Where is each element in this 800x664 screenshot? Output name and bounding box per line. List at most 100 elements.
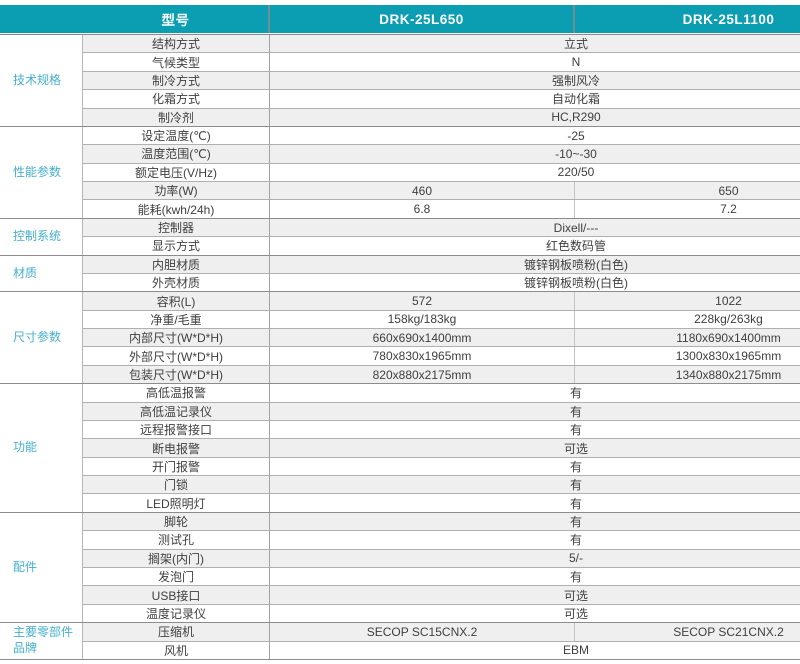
category-label: 主要零部件品牌 [0, 623, 83, 659]
spec-row: LED照明灯 有 [83, 493, 800, 512]
section-performance: 性能参数 设定温度(℃) -25 温度范围(℃) -10~-30 额定电压(V/Hz… [0, 125, 800, 218]
spec-value: 220/50 [557, 165, 595, 180]
spec-label: 净重/毛重 [83, 310, 270, 329]
spec-value-model2: 1300x830x1965mm [675, 349, 782, 364]
spec-value: 镀锌钢板喷粉(白色) [524, 257, 628, 272]
category-label: 材质 [0, 255, 83, 292]
spec-row: 内部尺寸(W*D*H) 660x690x1400mm 1180x690x1400mm [83, 328, 800, 347]
spec-row: 包装尺寸(W*D*H) 820x880x2175mm 1340x880x2175mm [83, 364, 800, 384]
spec-value-model1: 158kg/183kg [270, 310, 575, 329]
spec-row: 功率(W) 460 650 [83, 181, 800, 200]
category-label: 技术规格 [0, 35, 83, 126]
spec-value: -10~-30 [555, 146, 597, 161]
spec-row: 外部尺寸(W*D*H) 780x830x1965mm 1300x830x1965mm [83, 346, 800, 365]
spec-row: 内胆材质 镀锌钢板喷粉(白色) [83, 255, 800, 273]
spec-label: 开门报警 [83, 457, 270, 476]
spec-value: 有 [569, 515, 582, 530]
spec-value: 立式 [563, 37, 588, 52]
spec-value: 有 [569, 570, 582, 585]
spec-row: 显示方式 红色数码管 [83, 236, 800, 255]
section-component-brands: 主要零部件品牌 压缩机 SECOP SC15CNX.2 SECOP SC21CNX.… [0, 622, 800, 659]
spec-value-model2: 1340x880x2175mm [675, 367, 782, 382]
spec-label: 包装尺寸(W*D*H) [83, 365, 270, 384]
section-material: 材质 内胆材质 镀锌钢板喷粉(白色) 外壳材质 镀锌钢板喷粉(白色) [0, 254, 800, 292]
spec-row: 外壳材质 镀锌钢板喷粉(白色) [83, 272, 800, 292]
spec-row: 压缩机 SECOP SC15CNX.2 SECOP SC21CNX.2 [83, 623, 800, 641]
spec-value-model1: 780x830x1965mm [270, 347, 575, 365]
spec-label: 显示方式 [83, 237, 270, 255]
spec-value-model1: SECOP SC15CNX.2 [270, 623, 575, 641]
spec-label: 高低温报警 [83, 384, 270, 402]
spec-label: 脚轮 [83, 512, 270, 531]
spec-row: USB接口 可选 [83, 585, 800, 604]
spec-row: 温度记录仪 可选 [83, 603, 800, 623]
spec-label: 外部尺寸(W*D*H) [83, 347, 270, 365]
spec-row: 制冷剂 HC,R290 [83, 107, 800, 126]
spec-value-model1: 460 [270, 182, 575, 200]
spec-row: 风机 EBM [83, 640, 800, 659]
spec-label: 断电报警 [83, 439, 270, 457]
spec-label: 测试孔 [83, 531, 270, 549]
spec-value: 强制风冷 [551, 73, 600, 88]
category-label: 配件 [0, 512, 83, 623]
spec-label: 控制器 [83, 218, 270, 237]
spec-value: -25 [567, 128, 585, 143]
section-control-system: 控制系统 控制器 Dixell/--- 显示方式 红色数码管 [0, 217, 800, 255]
spec-row: 搁架(内门) 5/- [83, 548, 800, 568]
spec-label: 功率(W) [83, 182, 270, 200]
section-tech-specs: 技术规格 结构方式 立式 气候类型 N 制冷方式 强制风冷 化霜方式 自动化霜 制冷剂 H… [0, 34, 800, 126]
spec-label: 压缩机 [83, 623, 270, 641]
spec-value-model2: 650 [718, 183, 739, 198]
model1-header: DRK-25L650 [270, 5, 575, 33]
spec-row: 制冷方式 强制风冷 [83, 70, 800, 90]
spec-value: 有 [569, 478, 582, 493]
category-label: 尺寸参数 [0, 292, 83, 384]
spec-label: 化霜方式 [83, 90, 270, 108]
spec-label: 高低温记录仪 [83, 402, 270, 420]
spec-row: 净重/毛重 158kg/183kg 228kg/263kg [83, 309, 800, 329]
spec-label: 制冷剂 [83, 108, 270, 126]
section-accessories: 配件 脚轮有 测试孔有 搁架(内门) 5/- 发泡门有 USB接口 可选 温度记录仪… [0, 511, 800, 623]
spec-label: 气候类型 [83, 53, 270, 71]
spec-label: 温度记录仪 [83, 604, 270, 623]
spec-row: 设定温度(℃) -25 [83, 126, 800, 145]
spec-label: 内部尺寸(W*D*H) [83, 329, 270, 347]
spec-value-model1: 660x690x1400mm [270, 329, 575, 347]
spec-label: 额定电压(V/Hz) [83, 163, 270, 182]
spec-label: 制冷方式 [83, 71, 270, 90]
spec-value: 红色数码管 [545, 239, 606, 254]
spec-row: 脚轮 有 [83, 512, 800, 531]
spec-label: 发泡门 [83, 568, 270, 586]
category-label: 性能参数 [0, 126, 83, 218]
spec-value-model2: 228kg/263kg [694, 312, 763, 327]
spec-row: 控制器 Dixell/--- [83, 218, 800, 237]
spec-label: 结构方式 [83, 35, 270, 53]
spec-row: 容积(L) 572 1022 [83, 292, 800, 310]
spec-value: 5/- [568, 551, 583, 566]
spec-row: 远程报警接口 有 [83, 419, 800, 439]
spec-row: 开门报警 有 [83, 456, 800, 476]
spec-row: 结构方式 立式 [83, 35, 800, 53]
spec-value-model2: 1022 [715, 294, 742, 308]
spec-label: USB接口 [83, 586, 270, 604]
spec-row: 能耗(kwh/24h) 6.8 7.2 [83, 199, 800, 218]
spec-row: 高低温记录仪 有 [83, 401, 800, 420]
model2-header: DRK-25L1100 [682, 11, 775, 27]
spec-label: 风机 [83, 641, 270, 659]
spec-label: LED照明灯 [83, 494, 270, 512]
section-functions: 功能 高低温报警有 高低温记录仪有 远程报警接口有 断电报警 可选 开门报警有 门… [0, 383, 800, 512]
spec-value: 有 [569, 386, 582, 401]
spec-value: 可选 [563, 588, 588, 603]
spec-value-model2: SECOP SC21CNX.2 [673, 624, 784, 639]
spec-label: 远程报警接口 [83, 420, 270, 439]
spec-row: 测试孔 有 [83, 530, 800, 549]
spec-value: 有 [569, 404, 582, 419]
category-label: 功能 [0, 384, 83, 512]
spec-row: 温度范围(℃) -10~-30 [83, 144, 800, 163]
spec-value-model1: 820x880x2175mm [270, 365, 575, 384]
spec-value-model2: 7.2 [720, 202, 737, 217]
spec-label: 外壳材质 [83, 273, 270, 292]
spec-label: 容积(L) [83, 292, 270, 310]
category-label: 控制系统 [0, 218, 83, 255]
